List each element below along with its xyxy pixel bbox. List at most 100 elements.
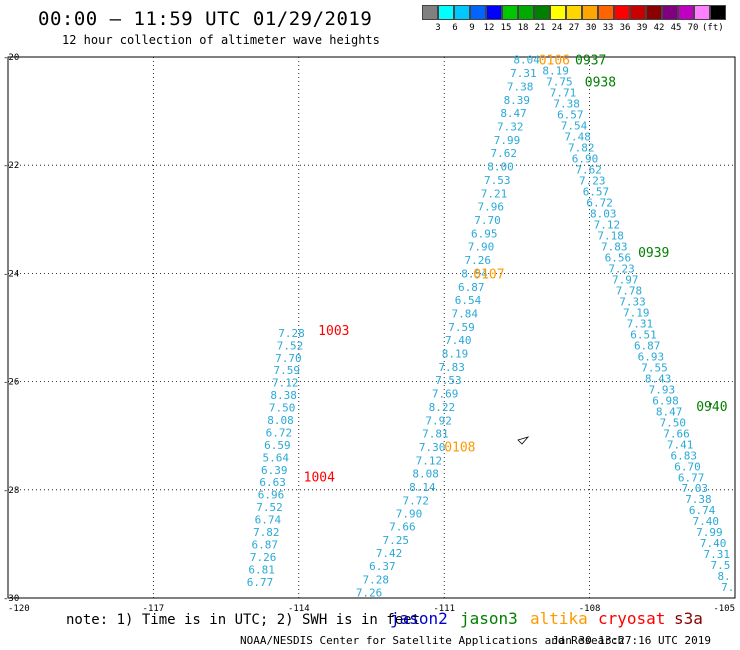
wave-height-value: 6.72	[586, 196, 613, 209]
colorbar-swatch	[566, 5, 582, 20]
time-label: 0940	[696, 400, 727, 415]
colorbar-swatch	[710, 5, 726, 20]
x-tick-label: -120	[8, 604, 30, 614]
colorbar-label: 27	[568, 23, 580, 33]
colorbar-swatch	[438, 5, 454, 20]
legend-jason2: jason2	[390, 609, 448, 628]
wave-height-value: 7.	[721, 581, 734, 594]
wave-height-value: 7.31	[627, 317, 654, 330]
wave-height-value: 7.42	[376, 547, 403, 560]
wave-height-value: 7.31	[703, 548, 730, 561]
legend-cryosat: cryosat	[598, 609, 666, 628]
colorbar-label: 6	[452, 23, 458, 33]
credit-text: NOAA/NESDIS Center for Satellite Applica…	[240, 634, 625, 647]
wave-height-value: 8.39	[504, 94, 531, 107]
page-subtitle: 12 hour collection of altimeter wave hei…	[62, 33, 380, 47]
y-tick-label: -22	[3, 161, 19, 171]
wave-height-value: 7.99	[494, 134, 521, 147]
colorbar-swatch	[518, 5, 534, 20]
wave-height-value: 7.84	[451, 307, 478, 320]
wave-height-value: 7.26	[250, 551, 277, 564]
colorbar-label: (ft)	[702, 23, 724, 33]
colorbar-label: 42	[653, 23, 665, 33]
colorbar-swatch	[598, 5, 614, 20]
colorbar-label: 36	[619, 23, 631, 33]
wave-height-value: 7.23	[579, 174, 606, 187]
wave-height-value: 7.81	[422, 428, 449, 441]
wave-height-value: 6.72	[266, 426, 293, 439]
wave-height-value: 8.22	[429, 401, 456, 414]
wave-height-value: 7.83	[438, 361, 465, 374]
wave-height-value: 7.23	[608, 262, 635, 275]
wave-height-value: 5.64	[263, 451, 290, 464]
colorbar-label: 15	[500, 23, 512, 33]
time-label: 0108	[444, 441, 475, 456]
time-label: 1003	[318, 324, 349, 339]
y-tick-label: -24	[3, 269, 19, 279]
wave-height-value: 6.77	[247, 576, 274, 589]
wave-height-value: 7.70	[474, 214, 501, 227]
y-tick-label: -28	[3, 486, 19, 496]
marker-icon	[517, 436, 530, 445]
wave-height-value: 7.21	[481, 187, 508, 200]
x-tick-label: -108	[579, 604, 601, 614]
wave-height-value: 7.70	[275, 352, 302, 365]
wave-height-value: 8.14	[409, 481, 436, 494]
legend-jason3: jason3	[460, 609, 518, 628]
wave-height-value: 7.72	[402, 494, 429, 507]
wave-height-value: 7.66	[389, 521, 416, 534]
wave-height-value: 7.90	[396, 507, 423, 520]
wave-height-value: 7.62	[491, 147, 518, 160]
wave-height-value: 7.55	[641, 361, 668, 374]
wave-height-value: 7.53	[435, 374, 462, 387]
wave-height-value: 6.57	[583, 185, 610, 198]
time-label: 0939	[638, 246, 669, 261]
wave-height-value: 7.40	[700, 537, 727, 550]
wave-height-value: 7.82	[253, 526, 280, 539]
x-tick-label: -114	[288, 604, 310, 614]
colorbar-label: 39	[636, 23, 648, 33]
wave-height-value: 7.54	[561, 119, 588, 132]
legend-s3a: s3a	[674, 609, 703, 628]
wave-height-value: 8.	[717, 570, 730, 583]
colorbar-label: 18	[517, 23, 529, 33]
colorbar-label: 33	[602, 23, 614, 33]
colorbar-swatch	[550, 5, 566, 20]
wave-height-value: 8.38	[270, 389, 297, 402]
wave-height-value: 6.57	[557, 108, 584, 121]
wave-height-value: 7.26	[464, 254, 491, 267]
wave-height-value: 7.38	[553, 98, 580, 111]
wave-height-value: 7.59	[274, 364, 301, 377]
wave-height-value: 7.03	[682, 482, 709, 495]
wave-height-value: 7.75	[546, 76, 573, 89]
colorbar-label: 24	[551, 23, 563, 33]
wave-height-value: 6.87	[252, 538, 279, 551]
wave-height-value: 7.40	[693, 515, 720, 528]
colorbar-swatch	[614, 5, 630, 20]
wave-height-value: 7.12	[594, 218, 621, 231]
colorbar-swatch	[454, 5, 470, 20]
wave-height-value: 6.74	[689, 504, 716, 517]
wave-height-value: 7.66	[663, 427, 690, 440]
colorbar-label: 30	[585, 23, 597, 33]
time-label: 1004	[304, 470, 335, 485]
wave-height-value: 7.30	[419, 441, 446, 454]
wave-height-value: 6.63	[259, 476, 286, 489]
x-tick-label: -111	[433, 604, 455, 614]
wave-height-value: 6.90	[572, 152, 599, 165]
wave-height-value: 7.62	[575, 163, 602, 176]
wave-height-value: 6.56	[605, 251, 632, 264]
wave-height-value: 6.98	[652, 394, 679, 407]
colorbar-label: 3	[435, 23, 441, 33]
wave-height-value: 7.52	[256, 501, 283, 514]
wave-height-value: 6.37	[369, 560, 396, 573]
colorbar-swatch	[422, 5, 438, 20]
wave-height-value: 7.31	[510, 67, 537, 80]
colorbar-label: 21	[534, 23, 546, 33]
y-tick-label: -30	[3, 594, 19, 604]
wave-height-value: 8.00	[487, 161, 514, 174]
wave-height-value: 7.82	[568, 141, 595, 154]
wave-height-value: 7.12	[272, 377, 299, 390]
colorbar-swatch	[630, 5, 646, 20]
